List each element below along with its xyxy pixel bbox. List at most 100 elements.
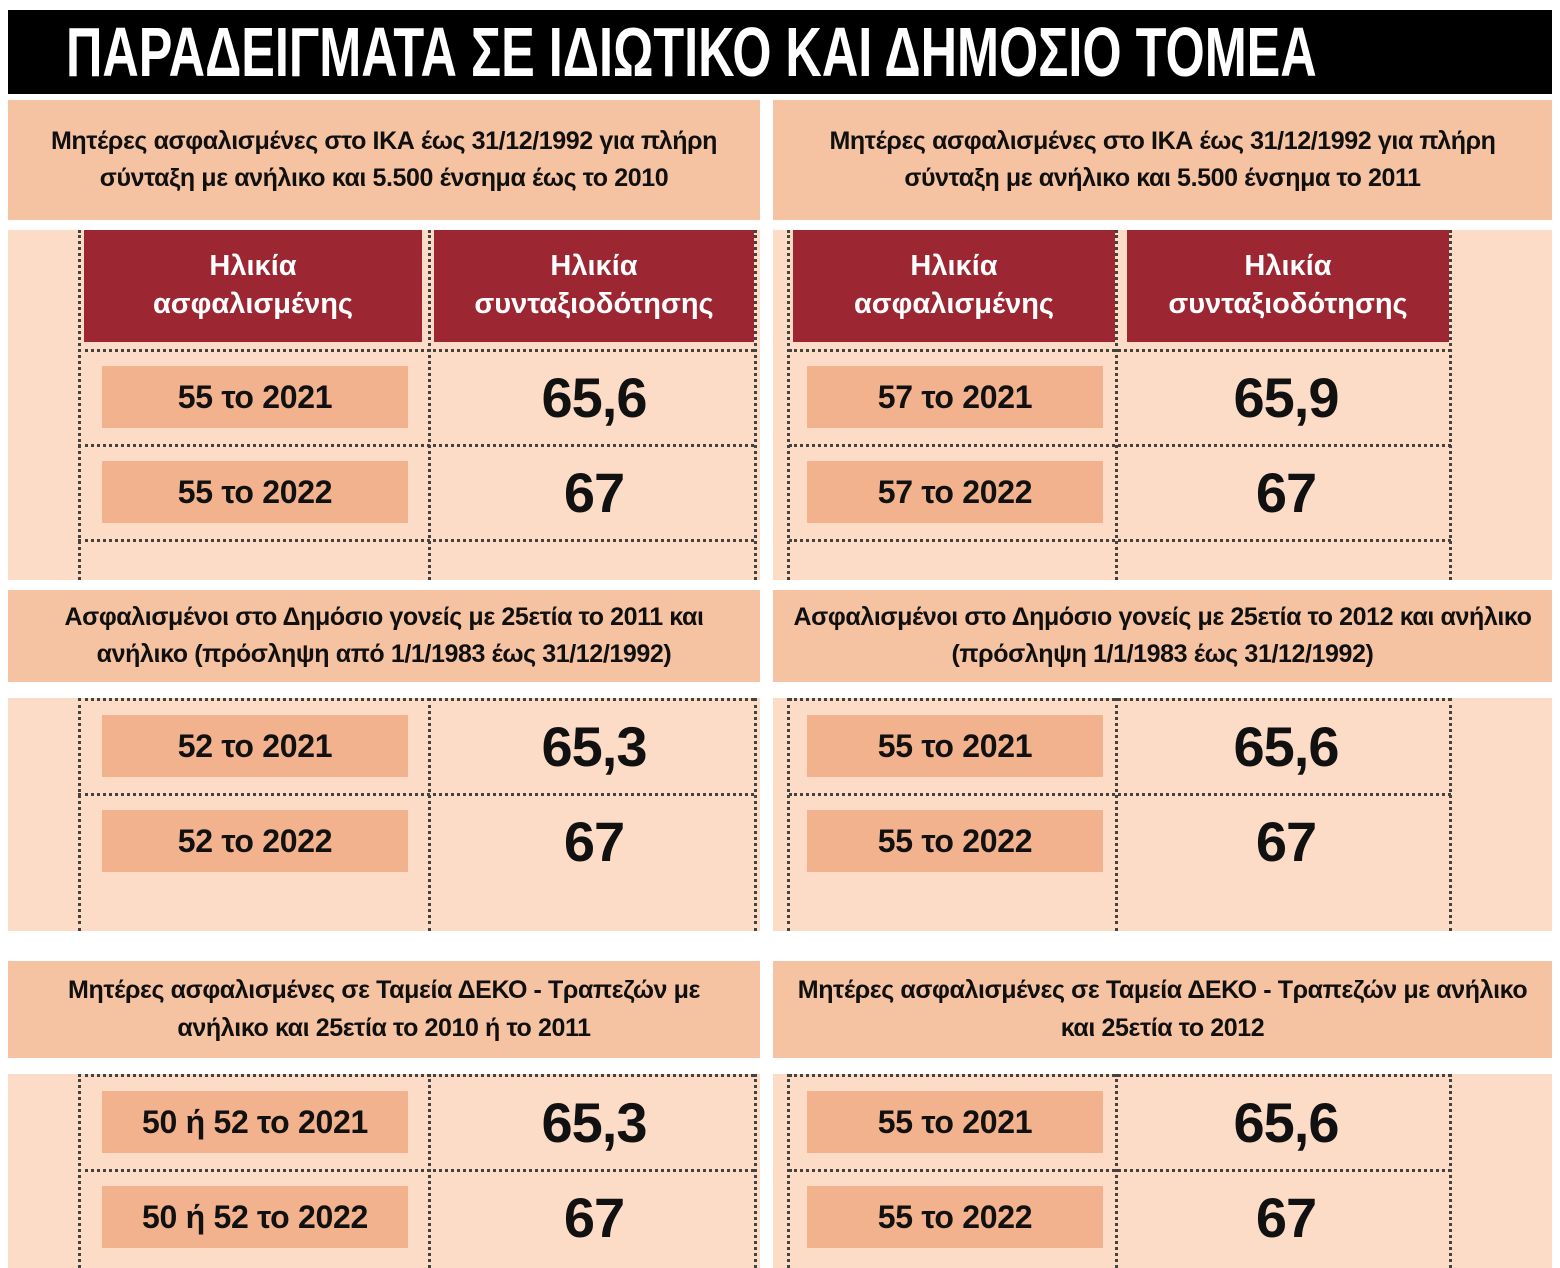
section-title: Ασφαλισμένοι στο Δημόσιο γονείς με 25ετί…: [64, 602, 704, 669]
retirement-age-cell: 67: [563, 460, 625, 524]
retirement-age-cell: 67: [563, 1185, 625, 1249]
retirement-age-cell: 65,9: [1233, 365, 1340, 429]
section-dimosio-2011: Ασφαλισμένοι στο Δημόσιο γονείς με 25ετί…: [8, 590, 760, 931]
dotted-divider-vertical: [1449, 230, 1452, 580]
age-cell: 52 το 2021: [102, 715, 408, 777]
retirement-age-cell: 67: [1255, 1185, 1317, 1249]
section-title: Μητέρες ασφαλισμένες στο ΙΚΑ έως 31/12/1…: [50, 126, 718, 193]
section-ika-2010: Μητέρες ασφαλισμένες στο ΙΚΑ έως 31/12/1…: [8, 100, 760, 580]
dotted-divider-vertical: [1115, 230, 1118, 580]
dotted-divider-vertical: [1449, 698, 1452, 931]
section-dimosio-2012: Ασφαλισμένοι στο Δημόσιο γονείς με 25ετί…: [773, 590, 1552, 931]
title-bar: ΠΑΡΑΔΕΙΓΜΑΤΑ ΣΕ ΙΔΙΩΤΙΚΟ ΚΑΙ ΔΗΜΟΣΙΟ ΤΟΜ…: [8, 10, 1552, 94]
retirement-age-cell: 65,6: [1233, 1090, 1340, 1154]
dotted-divider: [789, 1074, 1451, 1077]
section-header: Μητέρες ασφαλισμένες στο ΙΚΑ έως 31/12/1…: [8, 100, 760, 220]
age-cell: 57 το 2021: [807, 366, 1103, 428]
section-header: Μητέρες ασφαλισμένες σε Ταμεία ΔΕΚΟ - Τρ…: [8, 961, 760, 1058]
dotted-divider: [78, 539, 754, 542]
section-title: Μητέρες ασφαλισμένες σε Ταμεία ΔΕΚΟ - Τρ…: [797, 976, 1528, 1042]
age-cell: 55 το 2021: [102, 366, 408, 428]
age-cell: 55 το 2021: [807, 715, 1103, 777]
content-grid: Μητέρες ασφαλισμένες στο ΙΚΑ έως 31/12/1…: [8, 100, 1552, 1268]
table-row: 55 το 2021 65,6: [102, 366, 760, 429]
dotted-divider-vertical: [78, 698, 81, 931]
retirement-age-cell: 67: [1255, 460, 1317, 524]
pension-table: 55 το 2021 65,6 55 το 2022 67: [773, 698, 1552, 931]
pension-table: Ηλικία ασφαλισμένης Ηλικία συνταξιοδότησ…: [8, 230, 760, 580]
dotted-divider: [789, 349, 1451, 352]
dotted-divider-vertical: [754, 230, 757, 580]
section-header: Μητέρες ασφαλισμένες στο ΙΚΑ έως 31/12/1…: [773, 100, 1552, 220]
dotted-divider-vertical: [1115, 698, 1118, 931]
pension-table: Ηλικία ασφαλισμένης Ηλικία συνταξιοδότησ…: [773, 230, 1552, 580]
dotted-divider: [789, 793, 1451, 796]
table-row: 50 ή 52 το 2021 65,3: [102, 1090, 760, 1154]
dotted-divider: [78, 793, 754, 796]
age-cell: 52 το 2022: [102, 810, 408, 872]
pension-table: 50 ή 52 το 2021 65,3 50 ή 52 το 2022 67: [8, 1074, 760, 1268]
section-header: Ασφαλισμένοι στο Δημόσιο γονείς με 25ετί…: [773, 590, 1552, 682]
dotted-divider-vertical: [78, 230, 81, 580]
table-row: 52 το 2021 65,3: [102, 714, 760, 778]
section-ika-2011: Μητέρες ασφαλισμένες στο ΙΚΑ έως 31/12/1…: [773, 100, 1552, 580]
column-header-insured-age: Ηλικία ασφαλισμένης: [793, 230, 1115, 342]
age-cell: 55 το 2022: [807, 1186, 1103, 1248]
column-header-label: Ηλικία συνταξιοδότησης: [474, 250, 714, 320]
left-column: Μητέρες ασφαλισμένες στο ΙΚΑ έως 31/12/1…: [8, 100, 760, 1268]
section-title: Ασφαλισμένοι στο Δημόσιο γονείς με 25ετί…: [793, 602, 1532, 669]
column-header-row: Ηλικία ασφαλισμένης Ηλικία συνταξιοδότησ…: [793, 230, 1449, 342]
dotted-divider-vertical: [428, 230, 431, 580]
table-row: 57 το 2022 67: [807, 460, 1552, 524]
section-deko-2010-2011: Μητέρες ασφαλισμένες σε Ταμεία ΔΕΚΟ - Τρ…: [8, 961, 760, 1268]
column-header-label: Ηλικία συνταξιοδότησης: [1168, 250, 1408, 320]
dotted-divider-vertical: [428, 698, 431, 931]
age-cell: 57 το 2022: [807, 461, 1103, 523]
column-header-label: Ηλικία ασφαλισμένης: [152, 250, 353, 320]
section-deko-2012: Μητέρες ασφαλισμένες σε Ταμεία ΔΕΚΟ - Τρ…: [773, 961, 1552, 1268]
table-row: 55 το 2022 67: [807, 809, 1552, 873]
retirement-age-cell: 65,3: [541, 1090, 648, 1154]
dotted-divider-vertical: [754, 698, 757, 931]
age-cell: 55 το 2022: [102, 461, 408, 523]
dotted-divider: [789, 698, 1451, 701]
pension-table: 52 το 2021 65,3 52 το 2022 67: [8, 698, 760, 931]
dotted-divider: [78, 349, 754, 352]
dotted-divider-vertical: [787, 230, 790, 580]
dotted-divider-vertical: [787, 698, 790, 931]
retirement-age-cell: 65,6: [1233, 714, 1340, 778]
age-cell: 55 το 2022: [807, 810, 1103, 872]
table-row: 55 το 2022 67: [807, 1185, 1552, 1249]
table-row: 50 ή 52 το 2022 67: [102, 1185, 760, 1249]
age-cell: 50 ή 52 το 2021: [102, 1091, 408, 1153]
dotted-divider: [78, 444, 754, 447]
table-row: 52 το 2022 67: [102, 809, 760, 873]
column-header-retirement-age: Ηλικία συνταξιοδότησης: [434, 230, 754, 342]
section-title: Μητέρες ασφαλισμένες σε Ταμεία ΔΕΚΟ - Τρ…: [68, 976, 700, 1042]
table-row: 55 το 2021 65,6: [807, 1090, 1552, 1154]
retirement-age-cell: 67: [563, 809, 625, 873]
retirement-age-cell: 67: [1255, 809, 1317, 873]
pension-table: 55 το 2021 65,6 55 το 2022 67: [773, 1074, 1552, 1268]
column-header-row: Ηλικία ασφαλισμένης Ηλικία συνταξιοδότησ…: [84, 230, 754, 342]
dotted-divider: [789, 1169, 1451, 1172]
table-row: 55 το 2022 67: [102, 460, 760, 524]
table-row: 57 το 2021 65,9: [807, 365, 1552, 429]
retirement-age-cell: 65,3: [541, 714, 648, 778]
column-header-label: Ηλικία ασφαλισμένης: [853, 250, 1054, 320]
dotted-divider: [78, 1169, 754, 1172]
right-column: Μητέρες ασφαλισμένες στο ΙΚΑ έως 31/12/1…: [773, 100, 1552, 1268]
table-row: 55 το 2021 65,6: [807, 714, 1552, 778]
dotted-divider-vertical: [787, 1074, 790, 1268]
column-header-retirement-age: Ηλικία συνταξιοδότησης: [1127, 230, 1449, 342]
dotted-divider: [789, 444, 1451, 447]
section-header: Ασφαλισμένοι στο Δημόσιο γονείς με 25ετί…: [8, 590, 760, 682]
age-cell: 55 το 2021: [807, 1091, 1103, 1153]
dotted-divider: [78, 698, 754, 701]
column-header-insured-age: Ηλικία ασφαλισμένης: [84, 230, 422, 342]
dotted-divider: [78, 1074, 754, 1077]
page-title: ΠΑΡΑΔΕΙΓΜΑΤΑ ΣΕ ΙΔΙΩΤΙΚΟ ΚΑΙ ΔΗΜΟΣΙΟ ΤΟΜ…: [66, 13, 1317, 91]
dotted-divider-vertical: [754, 1074, 757, 1268]
section-header: Μητέρες ασφαλισμένες σε Ταμεία ΔΕΚΟ - Τρ…: [773, 961, 1552, 1058]
